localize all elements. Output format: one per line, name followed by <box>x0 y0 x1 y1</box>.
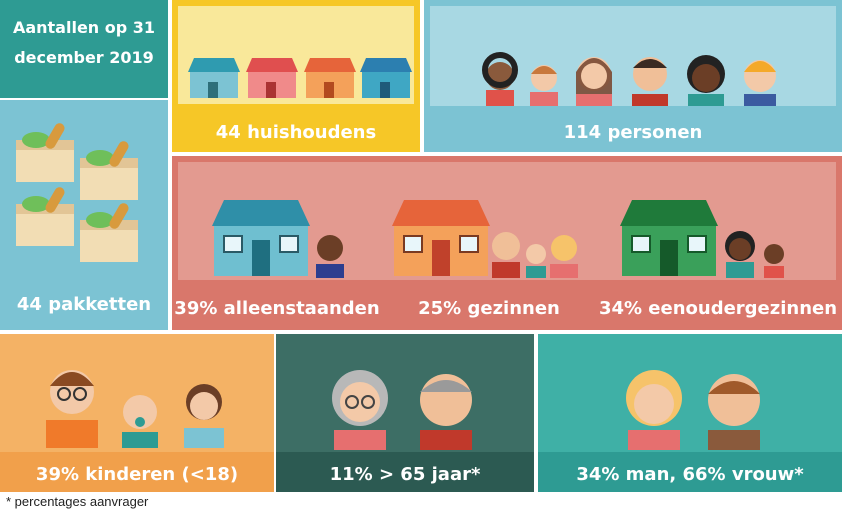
boy-avatar-icon <box>744 60 776 106</box>
persons-illustration <box>482 52 776 106</box>
girl-icon <box>184 384 224 448</box>
single-person-icon <box>316 235 344 278</box>
elderly-woman-icon <box>332 370 388 450</box>
date-title-tile: Aantallen op 31 december 2019 <box>0 0 168 98</box>
single-house-icon <box>212 200 310 276</box>
household-types-illustration <box>212 200 784 278</box>
baby-icon <box>122 395 158 448</box>
gender-tile: 34% man, 66% vrouw* <box>538 334 842 492</box>
household-types-tile: 39% alleenstaanden 25% gezinnen 34% eeno… <box>172 156 842 330</box>
elderly-tile: 11% > 65 jaar* <box>276 334 534 492</box>
woman-icon <box>626 370 682 450</box>
child-avatar-icon <box>482 52 518 106</box>
house-icon <box>188 58 240 98</box>
families-label: 25% gezinnen <box>418 297 560 319</box>
woman-avatar-icon <box>576 57 612 106</box>
food-boxes-illustration <box>16 123 138 262</box>
single-parents-label: 34% eenoudergezinnen <box>598 297 838 319</box>
child-avatar-icon <box>530 65 558 106</box>
food-box-icon <box>16 123 74 182</box>
persons-label: 114 personen <box>563 121 703 143</box>
woman-avatar-icon <box>687 55 725 106</box>
house-icon <box>360 58 412 98</box>
elderly-label: 11% > 65 jaar* <box>329 463 481 485</box>
packages-tile: 44 pakketten <box>0 100 168 330</box>
house-icon <box>304 58 356 98</box>
family-persons-icon <box>492 232 578 278</box>
gender-illustration <box>626 370 760 450</box>
footnote: * percentages aanvrager <box>6 494 149 509</box>
gender-label: 34% man, 66% vrouw* <box>576 463 804 485</box>
house-icon <box>246 58 298 98</box>
children-illustration <box>46 370 224 448</box>
date-line-1: Aantallen op 31 <box>12 18 156 37</box>
children-label: 39% kinderen (<18) <box>0 456 274 492</box>
man-icon <box>708 374 760 450</box>
households-label: 44 huishoudens <box>215 121 377 143</box>
man-avatar-icon <box>632 57 668 106</box>
food-box-icon <box>80 203 138 262</box>
singles-label: 39% alleenstaanden <box>174 297 380 319</box>
elderly-illustration <box>332 370 472 450</box>
houses-illustration <box>188 58 412 98</box>
single-parent-persons-icon <box>725 231 784 278</box>
food-box-icon <box>16 187 74 246</box>
elderly-man-icon <box>420 374 472 450</box>
family-house-icon <box>392 200 490 276</box>
households-tile: 44 huishoudens <box>172 0 420 152</box>
children-tile: 39% kinderen (<18) <box>0 334 274 492</box>
date-line-2: december 2019 <box>14 48 154 67</box>
boy-glasses-icon <box>46 370 98 448</box>
food-box-icon <box>80 141 138 200</box>
single-parent-house-icon <box>620 200 718 276</box>
persons-tile: 114 personen <box>424 0 842 152</box>
packages-label: 44 pakketten <box>16 293 152 315</box>
